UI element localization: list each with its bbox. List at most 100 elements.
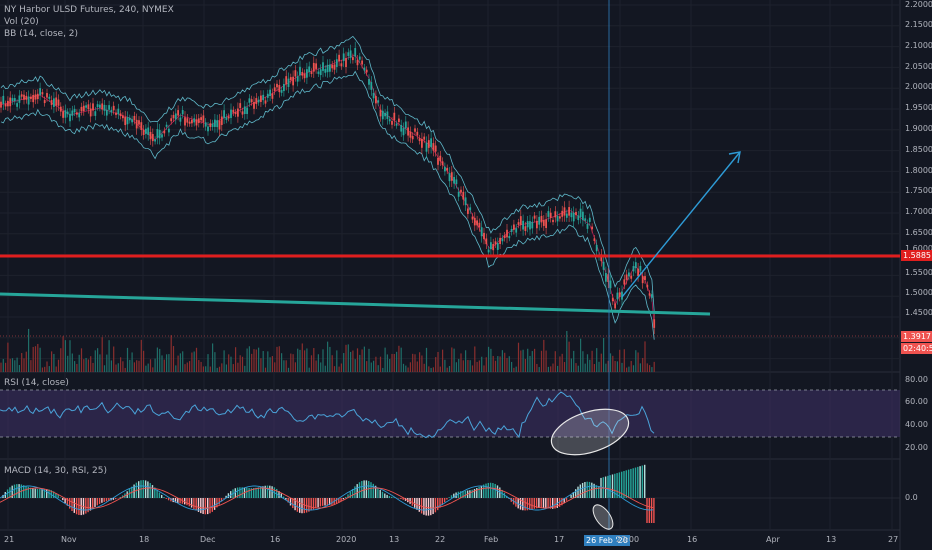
volume-bar xyxy=(195,347,198,372)
candle-body xyxy=(154,139,156,142)
macd-bar xyxy=(529,498,531,510)
volume-bar xyxy=(402,363,405,372)
projection-arrow-icon[interactable] xyxy=(621,151,741,298)
candle-body xyxy=(559,216,561,219)
candle-body xyxy=(197,118,200,123)
candle-body xyxy=(2,95,5,105)
trend-line[interactable] xyxy=(0,292,711,316)
volume-bar xyxy=(469,360,471,372)
macd-bar xyxy=(179,498,181,504)
volume-bar xyxy=(504,352,506,372)
macd-bar xyxy=(294,498,296,511)
macd-bar xyxy=(18,484,20,498)
bollinger-legend[interactable]: BB (14, close, 2) xyxy=(4,29,79,39)
candle-body xyxy=(177,110,179,116)
candle-body xyxy=(87,104,90,110)
candle-body xyxy=(349,50,352,58)
ellipse-highlight-icon[interactable] xyxy=(589,502,617,533)
macd-bar xyxy=(98,498,101,504)
candle-body xyxy=(36,93,39,100)
candle-body xyxy=(414,128,416,132)
macd-bar xyxy=(430,498,432,516)
volume-legend[interactable]: Vol (20) xyxy=(4,17,39,27)
candle-body xyxy=(184,117,186,126)
volume-bar xyxy=(568,341,570,372)
candle-body xyxy=(432,143,435,151)
rsi-legend[interactable]: RSI (14, close) xyxy=(4,378,69,388)
price-candles xyxy=(0,41,656,335)
candle-body xyxy=(455,179,458,185)
ellipse-highlight-icon[interactable] xyxy=(546,401,634,464)
macd-bar xyxy=(368,481,370,498)
price-tick: 2.2000 xyxy=(905,0,932,9)
volume-bar xyxy=(338,366,340,372)
candle-body xyxy=(188,121,191,124)
macd-bar xyxy=(632,468,634,498)
candle-body xyxy=(395,123,398,126)
candle-body xyxy=(248,98,251,103)
candle-body xyxy=(634,262,637,269)
candle-body xyxy=(538,216,541,225)
candle-body xyxy=(570,212,573,218)
candle-body xyxy=(147,127,150,135)
volume-bar xyxy=(589,359,591,372)
macd-bar xyxy=(646,498,648,523)
time-tick: 16 xyxy=(270,535,281,544)
volume-bar xyxy=(212,343,214,372)
macd-bar xyxy=(460,491,462,498)
macd-bar xyxy=(234,488,236,498)
volume-bar xyxy=(175,365,177,372)
volume-bar xyxy=(621,362,623,372)
macd-bar xyxy=(565,498,568,501)
volume-bar xyxy=(182,351,184,372)
macd-bar xyxy=(423,498,425,515)
macd-bar xyxy=(184,498,186,505)
macd-bar xyxy=(363,480,365,498)
volume-bar xyxy=(586,354,589,372)
candle-body xyxy=(317,71,320,74)
candle-body xyxy=(593,238,596,242)
volume-bar xyxy=(172,346,175,372)
candle-body xyxy=(418,138,421,142)
candle-body xyxy=(312,62,315,72)
volume-bar xyxy=(354,359,356,372)
macd-bar xyxy=(255,487,257,498)
volume-bar xyxy=(41,367,43,372)
macd-legend[interactable]: MACD (14, 30, RSI, 25) xyxy=(4,466,108,476)
candle-body xyxy=(487,249,490,253)
candle-body xyxy=(595,244,598,252)
volume-bar xyxy=(419,352,421,372)
macd-bar xyxy=(400,498,402,500)
candle-body xyxy=(524,226,527,232)
volume-bar xyxy=(635,350,637,372)
macd-bar xyxy=(156,489,158,498)
candle-body xyxy=(526,221,529,228)
volume-bar xyxy=(430,367,432,372)
candle-body xyxy=(375,96,377,104)
last-price-badge: 1.3917 xyxy=(901,331,932,342)
macd-bar xyxy=(533,498,535,509)
volume-bar xyxy=(161,355,163,372)
volume-bar xyxy=(301,343,303,372)
macd-bar xyxy=(308,498,310,512)
volume-bar xyxy=(7,342,9,372)
price-tick: 1.4500 xyxy=(905,308,932,317)
volume-bar xyxy=(74,361,76,372)
macd-bar xyxy=(476,488,478,498)
candle-body xyxy=(441,161,444,166)
volume-bar xyxy=(377,365,379,372)
macd-bar xyxy=(462,490,464,498)
volume-bar xyxy=(313,348,315,372)
candle-body xyxy=(324,69,327,73)
symbol-title[interactable]: NY Harbor ULSD Futures, 240, NYMEX xyxy=(4,5,174,15)
macd-line xyxy=(0,485,654,511)
macd-bar xyxy=(322,498,324,506)
candle-body xyxy=(480,227,483,237)
macd-bar xyxy=(453,493,455,498)
volume-bar xyxy=(108,340,110,372)
volume-bar xyxy=(476,361,478,372)
macd-bar xyxy=(310,498,312,511)
candle-body xyxy=(32,94,35,103)
macd-bar xyxy=(374,485,377,498)
